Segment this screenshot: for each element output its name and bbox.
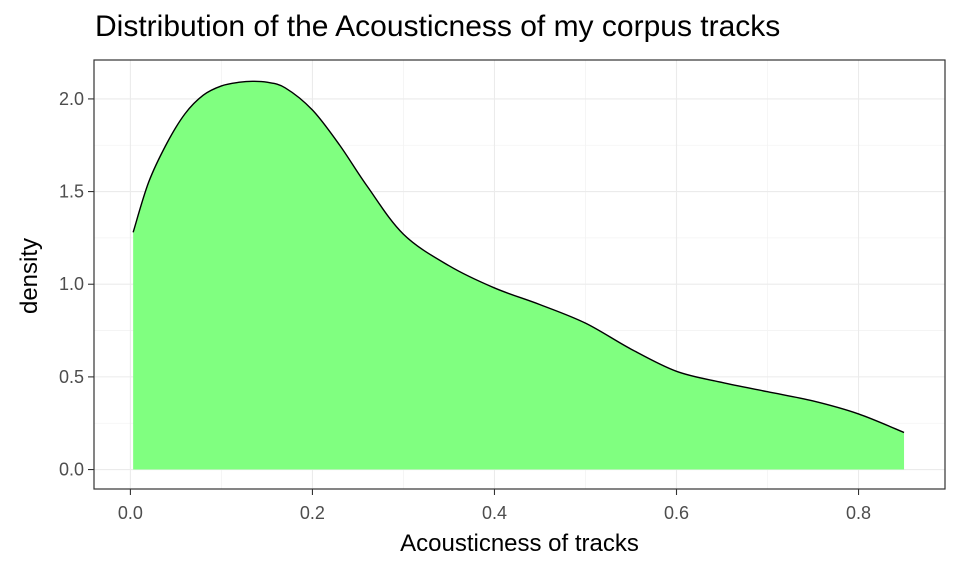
y-axis-title: density	[16, 237, 43, 315]
y-tick-label: 0.5	[59, 367, 84, 387]
x-tick-label: 0.0	[118, 503, 143, 523]
x-tick-label: 0.6	[664, 503, 689, 523]
x-tick-label: 0.4	[482, 503, 507, 523]
x-tick-label: 0.8	[846, 503, 871, 523]
x-axis-ticks: 0.0 0.2 0.4 0.6 0.8	[118, 489, 871, 523]
panel-border	[93, 59, 946, 490]
y-axis-ticks: 0.0 0.5 1.0 1.5 2.0	[59, 89, 94, 480]
x-tick-label: 0.2	[300, 503, 325, 523]
y-tick-label: 0.0	[59, 460, 84, 480]
density-area	[133, 81, 905, 470]
chart-title: Distribution of the Acousticness of my c…	[95, 10, 781, 43]
y-tick-label: 2.0	[59, 89, 84, 109]
y-tick-label: 1.0	[59, 274, 84, 294]
density-curve	[132, 80, 905, 434]
x-axis-title: Acousticness of tracks	[400, 530, 639, 557]
y-tick-label: 1.5	[59, 182, 84, 202]
